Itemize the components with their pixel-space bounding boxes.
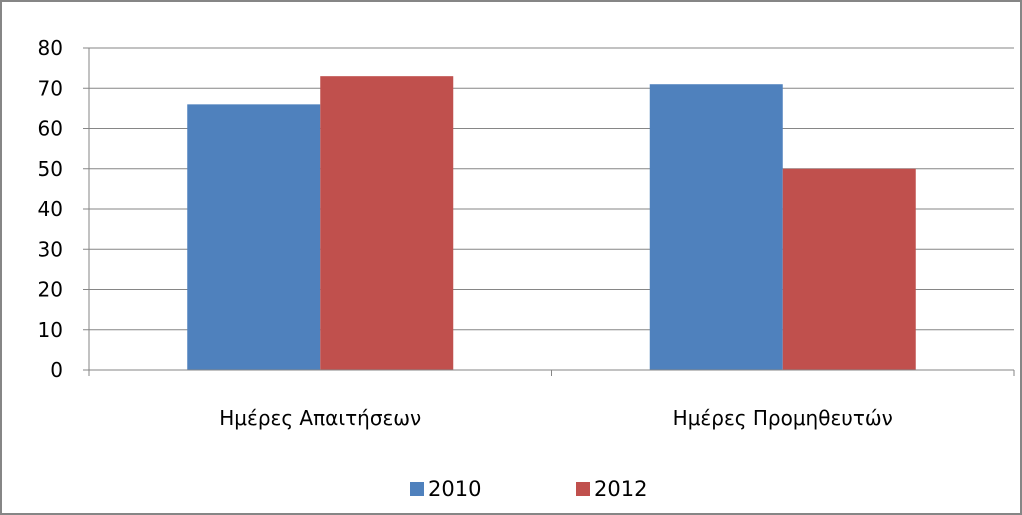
y-tick-label: 40	[38, 197, 63, 221]
y-tick-labels: 0 10 20 30 40 50 60 70 80	[38, 36, 63, 382]
bar-2012-2	[782, 168, 916, 370]
y-tick-label: 80	[38, 36, 63, 60]
y-tick-label: 30	[38, 237, 63, 261]
bar-2010-2	[649, 84, 783, 370]
y-tick-label: 60	[38, 117, 63, 141]
legend-swatch-2012	[576, 482, 590, 496]
y-tick-label: 70	[38, 76, 63, 100]
y-tick-label: 0	[50, 358, 63, 382]
y-tick-label: 20	[38, 278, 63, 302]
legend-swatch-2010	[410, 482, 424, 496]
axes	[88, 48, 1015, 376]
bars	[187, 76, 916, 371]
legend-label: 2012	[594, 477, 647, 501]
x-category-labels: Ημέρες Απαιτήσεων Ημέρες Προμηθευτών	[219, 406, 893, 430]
bar-2012-1	[320, 76, 454, 371]
x-category-label: Ημέρες Απαιτήσεων	[219, 406, 421, 430]
bar-2010-1	[187, 104, 321, 370]
legend: 2010 2012	[410, 477, 647, 501]
legend-label: 2010	[428, 477, 481, 501]
x-category-label: Ημέρες Προμηθευτών	[673, 406, 893, 430]
y-tick-label: 50	[38, 157, 63, 181]
y-tick-label: 10	[38, 318, 63, 342]
